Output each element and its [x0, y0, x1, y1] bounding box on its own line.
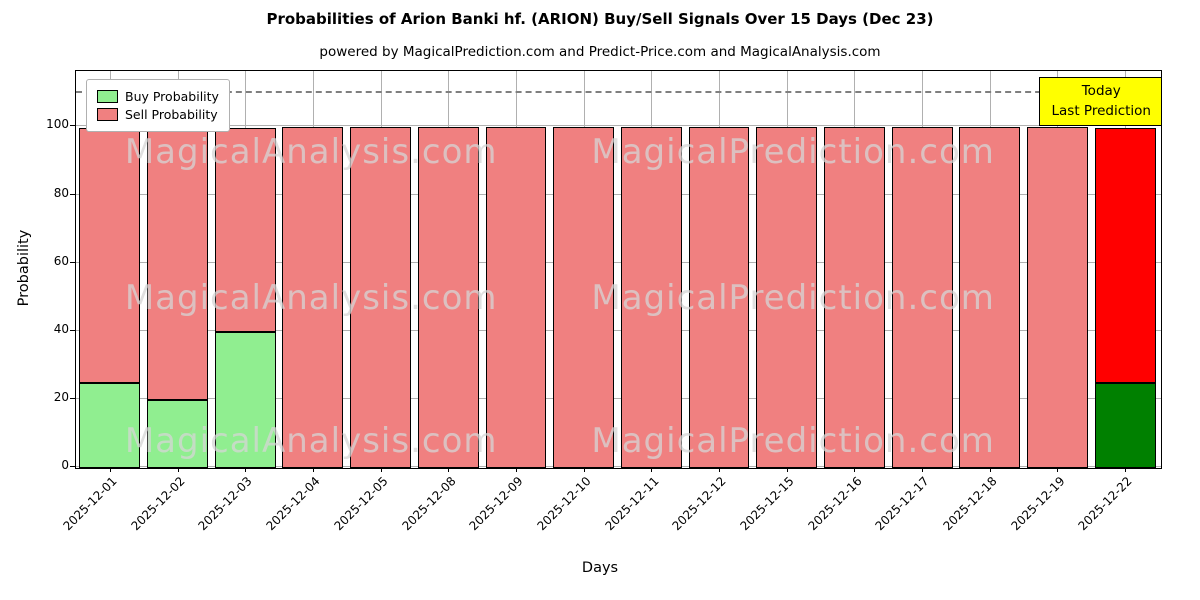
y-tick-mark [70, 466, 75, 467]
y-tick-mark [70, 397, 75, 399]
legend: Buy Probability Sell Probability [86, 79, 230, 132]
plot-area: MagicalAnalysis.com MagicalPrediction.com… [75, 70, 1162, 469]
y-tick-mark [70, 261, 75, 263]
x-tick-mark [719, 467, 721, 472]
sell-bar-segment [147, 127, 208, 400]
y-tick-label: 60 [53, 253, 69, 268]
x-tick-label: 2025-12-10 [534, 474, 594, 534]
sell-bar-segment [214, 127, 276, 332]
sell-bar-segment [282, 127, 344, 468]
y-tick-label: 20 [53, 389, 69, 404]
x-tick-mark [1125, 467, 1127, 472]
x-axis-label: Days [581, 560, 619, 576]
x-tick-label: 2025-12-18 [940, 474, 1000, 534]
sell-bar-segment [620, 127, 682, 468]
legend-swatch [97, 90, 118, 103]
legend-label: Buy Probability [125, 89, 219, 104]
watermark-prediction: MagicalPrediction.com [591, 132, 995, 173]
sell-bar-segment [823, 127, 885, 468]
x-tick-label: 2025-12-09 [466, 474, 526, 534]
chart-subtitle: powered by MagicalPrediction.com and Pre… [319, 44, 881, 60]
x-tick-mark [245, 467, 247, 472]
x-tick-mark [109, 467, 111, 472]
today-annotation: Today Last Prediction [1038, 77, 1161, 126]
legend-swatch [97, 108, 118, 121]
legend-label: Sell Probability [125, 107, 218, 122]
y-gridline [76, 466, 1161, 467]
buy-bar-segment [1094, 382, 1156, 468]
x-tick-mark [380, 467, 382, 472]
sell-bar-segment [485, 127, 547, 468]
watermark-prediction: MagicalPrediction.com [591, 420, 995, 461]
x-tick-mark [177, 467, 179, 472]
annotation-line-last-prediction: Last Prediction [1051, 103, 1151, 120]
x-tick-mark [786, 467, 788, 472]
watermark-prediction: MagicalPrediction.com [591, 278, 995, 319]
y-gridline [76, 193, 1161, 195]
x-tick-mark [448, 467, 450, 472]
x-tick-label: 2025-12-03 [195, 474, 256, 534]
sell-bar-segment [1027, 127, 1088, 468]
watermark-analysis: MagicalAnalysis.com [124, 132, 498, 173]
x-tick-mark [312, 467, 314, 472]
x-tick-label: 2025-12-08 [398, 474, 459, 534]
y-tick-label: 100 [46, 117, 69, 132]
x-tick-mark [1057, 467, 1059, 472]
x-tick-label: 2025-12-01 [60, 474, 120, 534]
watermark-analysis: MagicalAnalysis.com [124, 420, 498, 461]
sell-bar-segment [350, 127, 412, 468]
legend-item: Buy Probability [97, 89, 219, 104]
x-tick-mark [854, 467, 856, 472]
sell-bar-segment [891, 127, 953, 468]
buy-bar-segment [214, 331, 276, 468]
y-tick-mark [70, 193, 75, 195]
reference-line [76, 91, 1161, 94]
x-tick-mark [922, 467, 924, 472]
sell-bar-segment [1094, 127, 1156, 383]
buy-bar-segment [79, 382, 141, 468]
legend-item: Sell Probability [97, 107, 219, 122]
x-tick-mark [989, 467, 991, 472]
y-axis-label: Probability [16, 229, 32, 307]
watermark-analysis: MagicalAnalysis.com [124, 278, 498, 319]
x-tick-label: 2025-12-11 [602, 474, 662, 534]
x-tick-label: 2025-12-15 [737, 474, 797, 534]
sell-bar-segment [553, 127, 615, 468]
x-tick-label: 2025-12-02 [128, 474, 188, 534]
y-tick-mark [70, 125, 75, 127]
x-tick-label: 2025-12-12 [669, 474, 729, 534]
x-tick-mark [583, 467, 585, 472]
sell-bar-segment [688, 127, 750, 468]
x-tick-label: 2025-12-22 [1075, 474, 1136, 534]
annotation-line-today: Today [1081, 83, 1121, 99]
y-tick-label: 80 [53, 185, 69, 200]
x-tick-label: 2025-12-04 [263, 474, 323, 534]
x-tick-mark [515, 467, 517, 472]
x-tick-label: 2025-12-16 [805, 474, 865, 534]
chart-title: Probabilities of Arion Banki hf. (ARION)… [266, 10, 934, 28]
y-tick-label: 40 [53, 321, 69, 336]
x-tick-label: 2025-12-19 [1008, 474, 1068, 534]
x-tick-label: 2025-12-05 [331, 474, 391, 534]
y-tick-label: 0 [61, 458, 69, 472]
buy-bar-segment [147, 399, 208, 468]
y-gridline [76, 329, 1161, 331]
x-tick-mark [651, 467, 653, 472]
sell-bar-segment [756, 127, 818, 468]
y-tick-mark [70, 329, 75, 331]
y-gridline [76, 261, 1161, 263]
sell-bar-segment [417, 127, 479, 468]
sell-bar-segment [959, 127, 1021, 468]
x-tick-label: 2025-12-17 [872, 474, 932, 534]
y-gridline [76, 397, 1161, 399]
y-gridline [76, 125, 1161, 127]
